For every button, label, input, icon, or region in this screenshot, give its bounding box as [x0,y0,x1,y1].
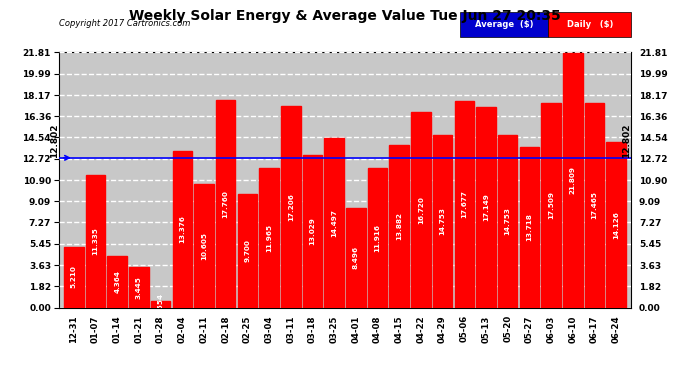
Text: 14.126: 14.126 [613,211,619,239]
Bar [476,107,496,307]
Bar [108,256,127,307]
Text: 13.718: 13.718 [526,213,533,241]
Text: 14.497: 14.497 [331,209,337,237]
FancyBboxPatch shape [549,12,631,37]
Bar [86,175,106,308]
Text: 0.554: 0.554 [157,293,164,316]
Text: 4.364: 4.364 [115,270,120,293]
Bar [64,247,83,308]
Bar [411,112,431,308]
Bar [237,194,257,308]
Bar [281,106,301,308]
Text: 9.700: 9.700 [244,239,250,262]
Text: 12.802: 12.802 [50,123,59,158]
Bar [542,103,561,308]
Text: Copyright 2017 Cartronics.com: Copyright 2017 Cartronics.com [59,20,190,28]
Bar [520,147,539,308]
Text: 16.720: 16.720 [418,196,424,224]
Text: 13.882: 13.882 [396,212,402,240]
Bar [216,100,235,308]
Text: 11.965: 11.965 [266,224,272,252]
Bar [368,168,387,308]
Text: 17.509: 17.509 [548,191,554,219]
Text: 17.149: 17.149 [483,193,489,221]
Bar [259,168,279,308]
Text: 17.760: 17.760 [223,190,228,217]
Bar [455,101,474,308]
Bar [389,145,409,308]
Text: Weekly Solar Energy & Average Value Tue Jun 27 20:35: Weekly Solar Energy & Average Value Tue … [129,9,561,23]
Bar [172,151,192,308]
Bar [498,135,518,308]
Bar [584,103,604,308]
Text: 13.376: 13.376 [179,215,186,243]
Bar [194,183,214,308]
Bar [129,267,148,308]
Text: 17.465: 17.465 [591,191,598,219]
Text: 14.753: 14.753 [504,207,511,235]
Text: Daily   ($): Daily ($) [566,20,613,29]
Text: 3.445: 3.445 [136,276,142,299]
Text: Average  ($): Average ($) [475,20,533,29]
Bar [303,155,322,308]
Text: 17.677: 17.677 [462,190,467,218]
Bar [324,138,344,308]
Bar [563,53,582,308]
Text: 13.029: 13.029 [309,217,315,245]
Text: 8.496: 8.496 [353,246,359,269]
Text: 17.206: 17.206 [288,193,294,221]
Text: 10.605: 10.605 [201,231,207,260]
Text: 11.916: 11.916 [375,224,381,252]
Bar [433,135,453,308]
Text: 21.809: 21.809 [570,166,575,194]
Bar [346,208,366,308]
Text: 14.753: 14.753 [440,207,446,235]
Text: 5.210: 5.210 [71,266,77,288]
Bar [151,301,170,307]
Text: 11.335: 11.335 [92,227,99,255]
FancyBboxPatch shape [460,12,549,37]
Text: 12.802: 12.802 [622,123,631,158]
Bar [607,142,626,308]
